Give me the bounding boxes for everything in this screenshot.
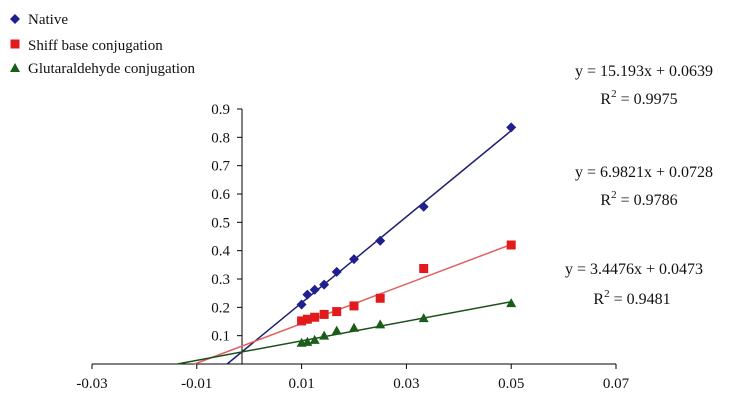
equation-text-glutaraldehyde: y = 3.4476x + 0.0473 [565, 261, 703, 278]
y-tick-label: 0.9 [211, 102, 230, 118]
legend-item-glutaraldehyde: Glutaraldehyde conjugation [10, 61, 196, 77]
y-ticks: 0.1 0.2 0.3 0.4 0.5 0.6 0.7 0.8 0.9 [211, 102, 242, 345]
y-tick-label: 0.5 [211, 215, 230, 231]
legend-item-native: Native [10, 12, 68, 28]
data-point-series-1 [375, 293, 385, 303]
y-tick-label: 0.6 [211, 187, 230, 203]
data-point-series-0 [296, 299, 307, 310]
legend: Native Shiff base conjugation Glutaralde… [10, 12, 196, 77]
data-point-series-0 [319, 279, 330, 290]
y-tick-label: 0.2 [211, 300, 230, 316]
data-point-series-2 [331, 325, 342, 335]
data-point-series-1 [297, 316, 307, 326]
data-point-series-1 [332, 307, 342, 317]
trendline-2 [177, 301, 512, 365]
data-point-series-1 [302, 314, 312, 324]
equation-native: y = 15.193x + 0.0639 R2 = 0.9975 [575, 63, 713, 108]
data-point-series-2 [349, 322, 359, 332]
data-point-series-1 [310, 312, 320, 322]
x-tick-label: 0.01 [288, 376, 314, 392]
data-point-series-0 [331, 266, 342, 277]
x-tick-label: 0.07 [603, 376, 630, 392]
data-point-series-1 [319, 309, 329, 319]
y-tick-label: 0.4 [211, 244, 230, 260]
y-tick-label: 0.1 [211, 329, 230, 345]
equation-text-native: y = 15.193x + 0.0639 [575, 63, 713, 80]
y-tick-label: 0.3 [211, 272, 230, 288]
data-point-series-0 [302, 289, 313, 300]
legend-label-native: Native [28, 12, 68, 28]
r2-text-glutaraldehyde: R2 = 0.9481 [593, 288, 670, 308]
legend-marker-glutaraldehyde [10, 63, 20, 72]
data-point-series-2 [309, 334, 320, 344]
legend-marker-shiff-base [10, 39, 20, 49]
y-tick-label: 0.7 [211, 159, 230, 175]
legend-label-shiff-base: Shiff base conjugation [28, 38, 163, 54]
equation-shiff-base: y = 6.9821x + 0.0728 R2 = 0.9786 [575, 164, 713, 209]
data-point-series-1 [506, 240, 516, 250]
data-point-series-0 [349, 254, 359, 265]
data-markers [296, 122, 517, 347]
equation-text-shiff-base: y = 6.9821x + 0.0728 [575, 164, 713, 181]
data-point-series-2 [506, 298, 517, 308]
data-point-series-1 [419, 264, 429, 274]
legend-label-glutaraldehyde: Glutaraldehyde conjugation [28, 61, 196, 77]
x-tick-label: -0.01 [181, 376, 212, 392]
r2-text-shiff-base: R2 = 0.9786 [600, 189, 677, 209]
trendline-0 [226, 130, 512, 365]
data-point-series-0 [506, 122, 517, 133]
data-point-series-2 [375, 319, 386, 329]
data-point-series-0 [375, 235, 386, 246]
x-ticks: -0.03 -0.01 0.01 0.03 0.05 0.07 [76, 364, 630, 392]
legend-item-shiff-base: Shiff base conjugation [10, 38, 163, 54]
data-point-series-2 [319, 330, 330, 340]
equation-glutaraldehyde: y = 3.4476x + 0.0473 R2 = 0.9481 [565, 261, 703, 308]
x-tick-label: 0.05 [498, 376, 524, 392]
x-tick-label: -0.03 [76, 376, 107, 392]
r2-text-native: R2 = 0.9975 [600, 88, 677, 108]
data-point-series-1 [349, 301, 359, 311]
equations: y = 15.193x + 0.0639 R2 = 0.9975 y = 6.9… [565, 63, 713, 308]
x-tick-label: 0.03 [393, 376, 419, 392]
legend-marker-native [10, 14, 20, 24]
data-point-series-2 [302, 336, 313, 346]
data-point-series-0 [309, 284, 320, 295]
y-tick-label: 0.8 [211, 130, 230, 146]
data-point-series-2 [418, 313, 429, 323]
axes: -0.03 -0.01 0.01 0.03 0.05 0.07 0.10.20.30.40… [76, 102, 629, 392]
data-point-series-0 [418, 201, 429, 212]
